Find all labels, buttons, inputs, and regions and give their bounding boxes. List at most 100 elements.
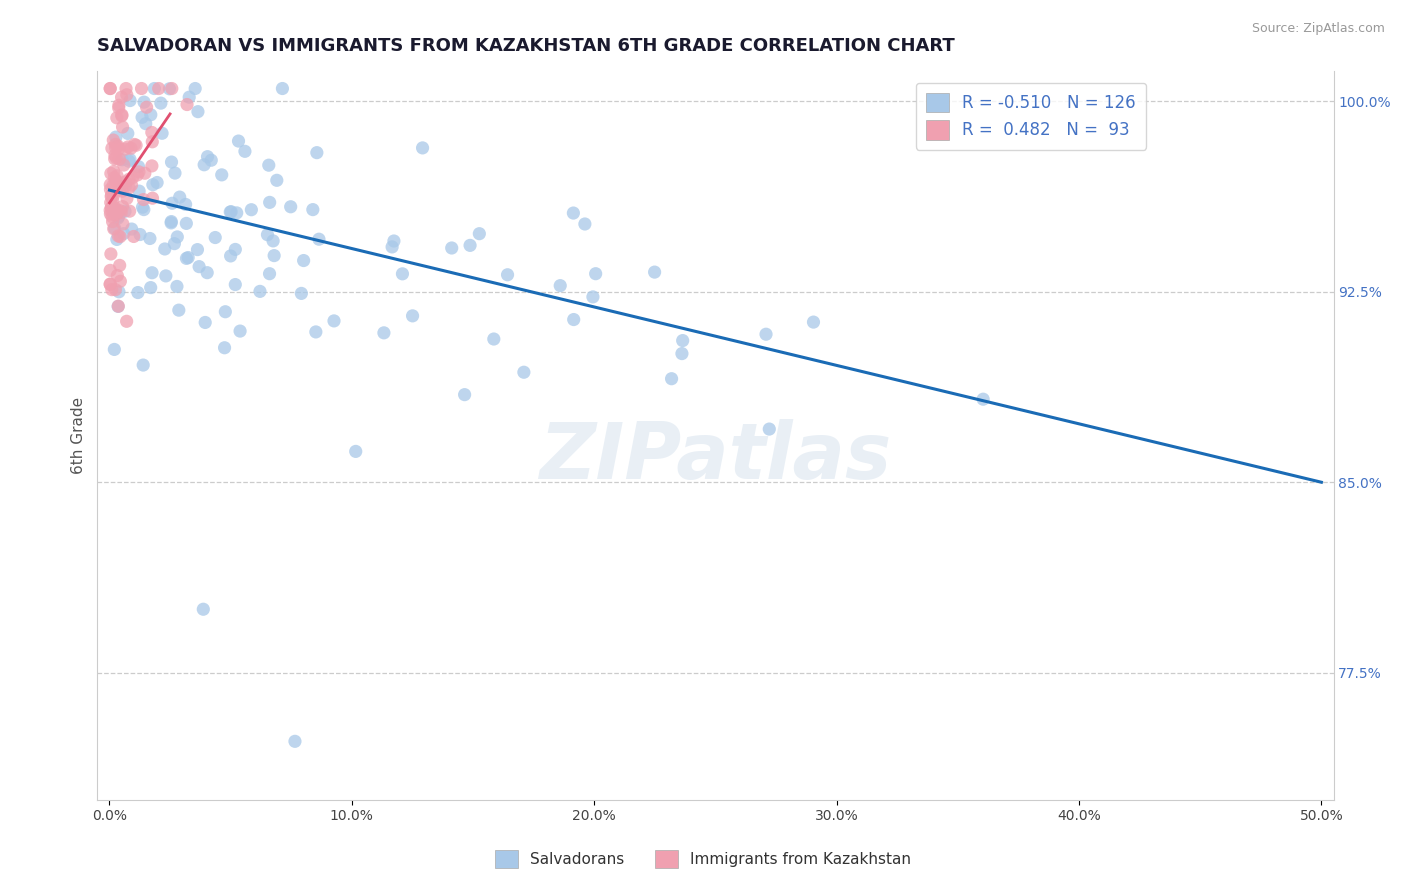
Point	[105, 206, 128, 220]
Point	[104, 137, 127, 152]
Point	[225, 206, 247, 220]
Point	[111, 120, 134, 134]
Point	[105, 268, 128, 283]
Point	[103, 221, 125, 235]
Point	[103, 164, 125, 178]
Point	[111, 153, 134, 167]
Point	[101, 283, 124, 297]
Point	[513, 365, 536, 379]
Point	[166, 230, 188, 244]
Point	[155, 268, 177, 283]
Point	[105, 203, 128, 218]
Point	[117, 127, 139, 141]
Point	[132, 193, 155, 207]
Point	[305, 145, 328, 160]
Point	[111, 109, 134, 123]
Point	[187, 104, 209, 119]
Point	[98, 81, 121, 95]
Point	[111, 108, 134, 122]
Point	[263, 249, 285, 263]
Point	[128, 160, 150, 174]
Point	[114, 142, 136, 156]
Point	[803, 315, 825, 329]
Point	[266, 173, 288, 187]
Point	[141, 125, 163, 139]
Y-axis label: 6th Grade: 6th Grade	[72, 397, 86, 474]
Point	[160, 216, 183, 230]
Point	[110, 90, 132, 104]
Point	[111, 200, 134, 214]
Point	[468, 227, 491, 241]
Point	[100, 188, 122, 202]
Point	[188, 260, 211, 274]
Point	[262, 234, 284, 248]
Point	[111, 217, 134, 231]
Point	[219, 249, 242, 263]
Point	[167, 303, 190, 318]
Point	[104, 141, 127, 155]
Point	[98, 178, 121, 192]
Point	[127, 168, 149, 182]
Point	[131, 200, 153, 214]
Point	[292, 253, 315, 268]
Point	[100, 201, 122, 215]
Legend: Salvadorans, Immigrants from Kazakhstan: Salvadorans, Immigrants from Kazakhstan	[489, 844, 917, 873]
Point	[755, 327, 778, 342]
Point	[101, 214, 124, 228]
Point	[163, 236, 186, 251]
Point	[972, 392, 994, 407]
Point	[115, 191, 138, 205]
Point	[105, 111, 128, 125]
Point	[118, 153, 141, 167]
Point	[107, 228, 129, 243]
Point	[132, 358, 155, 372]
Point	[160, 81, 183, 95]
Point	[107, 101, 129, 115]
Point	[100, 182, 122, 196]
Point	[194, 315, 217, 329]
Point	[176, 216, 198, 230]
Point	[176, 97, 198, 112]
Point	[148, 81, 170, 95]
Point	[193, 158, 215, 172]
Point	[108, 183, 131, 197]
Point	[132, 95, 155, 109]
Point	[132, 202, 155, 217]
Point	[184, 81, 207, 95]
Point	[249, 285, 271, 299]
Point	[104, 208, 127, 222]
Point	[108, 98, 131, 112]
Point	[131, 111, 153, 125]
Point	[496, 268, 519, 282]
Point	[135, 117, 157, 131]
Point	[112, 158, 135, 172]
Point	[131, 81, 153, 95]
Point	[101, 205, 124, 219]
Point	[121, 178, 143, 192]
Point	[100, 201, 122, 215]
Point	[179, 90, 201, 104]
Point	[211, 168, 233, 182]
Point	[101, 210, 124, 224]
Point	[163, 166, 186, 180]
Point	[305, 325, 328, 339]
Point	[98, 277, 121, 292]
Point	[141, 135, 163, 149]
Point	[169, 190, 191, 204]
Point	[120, 94, 142, 108]
Point	[233, 145, 256, 159]
Point	[118, 181, 141, 195]
Point	[114, 204, 136, 219]
Point	[458, 238, 481, 252]
Point	[118, 154, 141, 169]
Point	[240, 202, 263, 217]
Point	[122, 229, 145, 244]
Point	[105, 204, 128, 219]
Point	[139, 231, 162, 245]
Point	[157, 82, 180, 96]
Point	[141, 159, 163, 173]
Point	[193, 602, 215, 616]
Point	[259, 267, 281, 281]
Point	[160, 196, 183, 211]
Point	[671, 346, 693, 360]
